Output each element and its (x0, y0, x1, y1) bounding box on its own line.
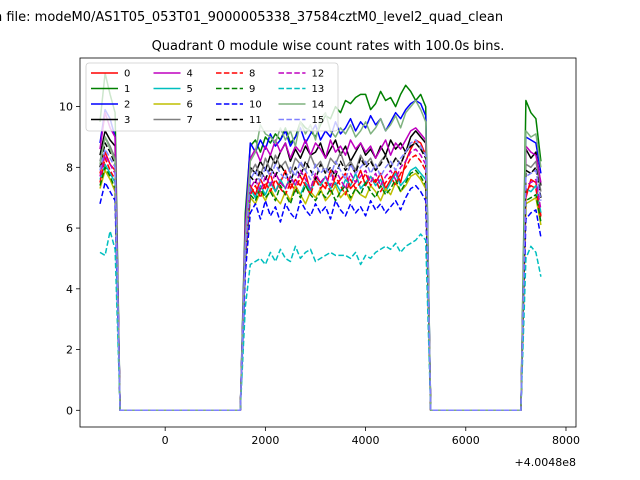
chart-title: Quadrant 0 module wise count rates with … (152, 39, 505, 54)
figure-suptitle: n file: modeM0/AS1T05_053T01_9000005338_… (0, 10, 503, 25)
y-tick-label: 10 (59, 101, 73, 114)
series-layer (99, 72, 542, 412)
legend-box (85, 62, 339, 132)
legend-label-11: 11 (249, 115, 262, 126)
legend-label-10: 10 (249, 100, 262, 111)
ticks-layer: 0 2000 4000 6000 8000 0 2 4 6 8 10 (59, 101, 580, 447)
y-tick-label: 6 (66, 222, 73, 235)
x-tick-label: 8000 (552, 434, 580, 447)
legend-label-9: 9 (249, 84, 255, 95)
legend-label-4: 4 (187, 69, 193, 80)
legend-label-14: 14 (312, 100, 325, 111)
x-tick-label: 6000 (452, 434, 480, 447)
x-tick-label: 4000 (352, 434, 380, 447)
legend-label-1: 1 (124, 84, 130, 95)
legend-label-13: 13 (312, 84, 325, 95)
legend-label-0: 0 (124, 69, 130, 80)
y-tick-label: 0 (66, 404, 73, 417)
series-line-15 (99, 139, 542, 412)
legend-label-12: 12 (312, 69, 325, 80)
legend-label-6: 6 (187, 100, 193, 111)
x-offset-label: +4.0048e8 (515, 456, 576, 469)
legend-label-2: 2 (124, 100, 130, 111)
legend-label-15: 15 (312, 115, 325, 126)
plot-frame (79, 57, 577, 428)
y-tick-label: 8 (66, 161, 73, 174)
legend-label-8: 8 (249, 69, 255, 80)
legend-label-7: 7 (187, 115, 193, 126)
y-tick-label: 4 (66, 283, 73, 296)
y-tick-label: 2 (66, 344, 73, 357)
legend-label-5: 5 (187, 84, 193, 95)
legend-label-3: 3 (124, 115, 130, 126)
x-tick-label: 0 (162, 434, 169, 447)
x-tick-label: 2000 (251, 434, 279, 447)
